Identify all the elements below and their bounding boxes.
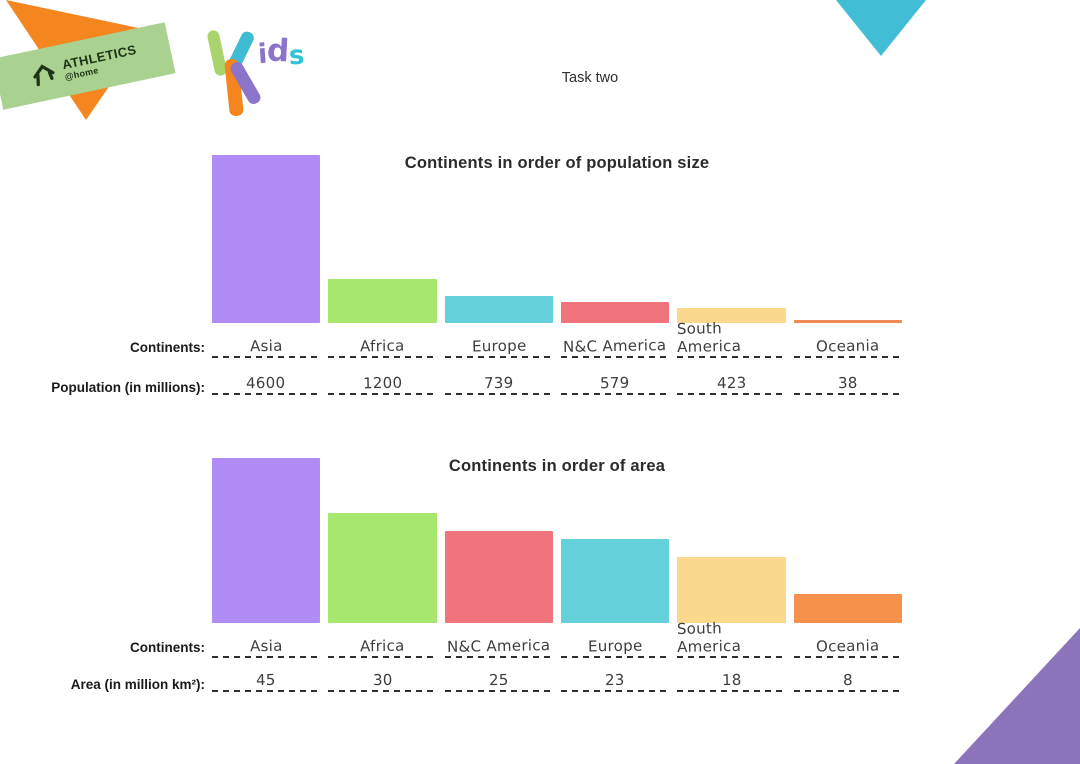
continent-answer-cell: South America	[677, 619, 786, 658]
continent-answer-text: Asia	[249, 636, 283, 656]
kids-letter-d: d	[266, 32, 291, 70]
value-answer-cell: 25	[444, 666, 553, 692]
bar-asia	[212, 458, 321, 623]
continent-answer-text: Asia	[249, 336, 283, 356]
value-answer-text: 4600	[246, 373, 286, 393]
population-chart: Continents in order of population size C…	[0, 148, 1080, 408]
value-answer-text: 45	[256, 670, 277, 690]
continent-answer-text: Africa	[360, 636, 405, 656]
value-answer-text: 739	[483, 373, 514, 393]
bar-europe	[444, 296, 553, 323]
bar-n-c-america	[560, 302, 670, 323]
bar-europe	[560, 539, 670, 623]
kids-logo: ids	[206, 28, 318, 122]
value-answer-cell: 30	[328, 666, 437, 692]
value-answer-text: 30	[372, 670, 393, 690]
value-answer-cell: 579	[560, 369, 670, 395]
continent-answer-text: N&C America	[446, 636, 551, 656]
population-row-label: Population (in millions):	[51, 380, 205, 395]
athletics-logo-text: ATHLETICS @home	[61, 42, 140, 82]
kids-letter-s: s	[288, 40, 306, 72]
bar-asia	[212, 155, 321, 323]
population-value-row: 4600 1200 739 579 423 38	[212, 369, 902, 395]
area-row-label: Area (in million km²):	[70, 677, 205, 692]
value-answer-cell: 45	[212, 666, 321, 692]
continent-answer-text: Oceania	[815, 336, 880, 356]
continent-answer-cell: Africa	[328, 332, 437, 358]
continent-answer-text: Europe	[471, 336, 527, 356]
value-answer-text: 38	[837, 373, 858, 393]
continent-answer-cell: Asia	[212, 632, 321, 658]
continent-name-row: Asia Africa Europe N&C America South America…	[212, 319, 902, 358]
bar-oceania	[793, 594, 902, 623]
continent-answer-cell: N&C America	[444, 632, 553, 658]
continent-answer-cell: Oceania	[793, 632, 902, 658]
value-answer-cell: 423	[677, 369, 786, 395]
athletics-home-logo: ATHLETICS @home	[0, 22, 176, 110]
continent-answer-text: South America	[677, 319, 742, 356]
value-answer-text: 8	[842, 670, 853, 690]
bar-n-c-america	[444, 531, 553, 623]
value-answer-text: 25	[488, 670, 509, 690]
teal-corner-shape	[836, 0, 926, 56]
continent-answer-text: Europe	[587, 636, 643, 656]
value-answer-text: 579	[600, 373, 631, 393]
area-chart: Continents in order of area Continents: …	[0, 451, 1080, 711]
continent-answer-text: Oceania	[815, 636, 880, 656]
area-value-row: 45 30 25 23 18 8	[212, 666, 902, 692]
value-answer-cell: 23	[560, 666, 670, 692]
bar-africa	[328, 513, 437, 623]
continents-row-label: Continents:	[130, 640, 205, 655]
house-icon	[33, 64, 55, 87]
continent-answer-cell: Asia	[212, 332, 321, 358]
continent-answer-cell: Europe	[560, 632, 670, 658]
continent-answer-text: Africa	[360, 336, 405, 356]
continent-answer-cell: South America	[677, 319, 786, 358]
chart-title: Continents in order of population size	[404, 154, 710, 172]
bar-plot	[212, 155, 902, 323]
value-answer-cell: 8	[793, 666, 902, 692]
continent-answer-cell: N&C America	[560, 332, 670, 358]
chart-title: Continents in order of area	[448, 457, 666, 475]
continent-answer-cell: Africa	[328, 632, 437, 658]
value-answer-text: 423	[716, 373, 747, 393]
value-answer-cell: 4600	[212, 369, 321, 395]
value-answer-cell: 739	[444, 369, 553, 395]
continent-answer-text: South America	[677, 619, 742, 656]
bar-south-america	[677, 308, 786, 323]
continent-answer-text: N&C America	[563, 336, 667, 356]
bar-plot	[212, 458, 902, 623]
value-answer-text: 1200	[362, 373, 403, 393]
bar-africa	[328, 279, 437, 323]
value-answer-text: 23	[605, 670, 626, 690]
value-answer-cell: 38	[793, 369, 902, 395]
bar-oceania	[793, 320, 902, 323]
kids-logo-letters: ids	[257, 32, 306, 72]
value-answer-cell: 18	[677, 666, 786, 692]
value-answer-text: 18	[721, 670, 742, 690]
task-label: Task two	[561, 70, 619, 86]
continent-answer-cell: Oceania	[793, 332, 902, 358]
bar-south-america	[677, 557, 786, 623]
continent-answer-cell: Europe	[444, 332, 553, 358]
continents-row-label: Continents:	[130, 340, 205, 355]
continent-name-row: Asia Africa N&C America Europe South America…	[212, 619, 902, 658]
value-answer-cell: 1200	[328, 369, 437, 395]
